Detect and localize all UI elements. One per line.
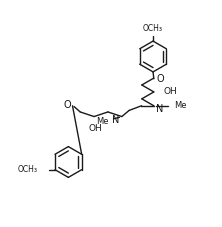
Text: OH: OH: [89, 124, 103, 133]
Text: O: O: [157, 74, 165, 84]
Text: Me: Me: [96, 117, 109, 126]
Text: OCH₃: OCH₃: [143, 24, 163, 33]
Text: N: N: [112, 115, 119, 125]
Text: OCH₃: OCH₃: [18, 165, 38, 174]
Text: OH: OH: [164, 87, 178, 96]
Text: Me: Me: [175, 101, 187, 110]
Text: N: N: [156, 104, 163, 114]
Text: O: O: [63, 100, 71, 110]
